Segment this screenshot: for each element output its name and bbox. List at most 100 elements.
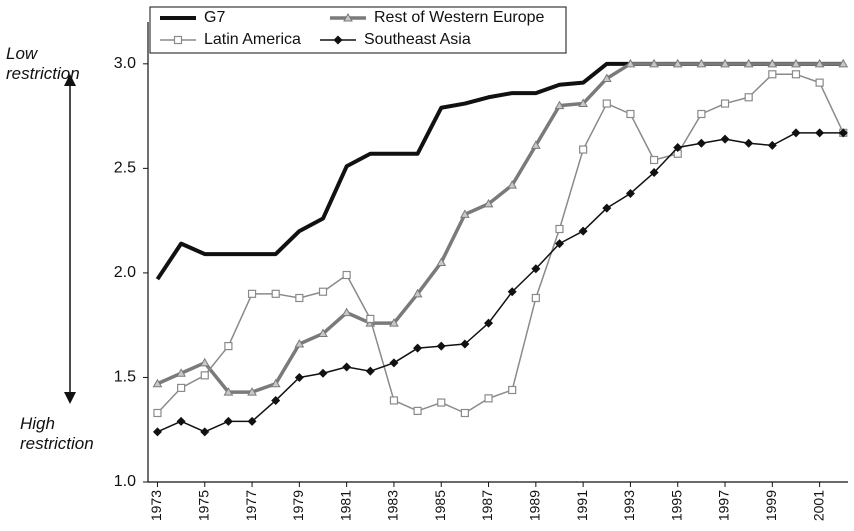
point [413, 343, 423, 353]
legend-label: G7 [204, 9, 225, 26]
point [389, 318, 399, 327]
series-line [155, 61, 844, 281]
point [625, 58, 636, 68]
y-tick-label: 2.5 [114, 160, 136, 177]
point [744, 93, 753, 102]
point [791, 58, 801, 68]
legend: G7 Rest of Western Europe Latin America Sou… [149, 6, 567, 54]
x-tick-label: 2001 [810, 490, 826, 521]
x-tick-label: 1983 [385, 490, 401, 521]
point [200, 427, 210, 437]
point [152, 378, 163, 388]
y-tick-label: 3.0 [114, 55, 136, 72]
point [342, 270, 351, 280]
point [271, 395, 281, 405]
point [412, 288, 423, 298]
point [153, 408, 162, 418]
x-tick-label: 1979 [290, 490, 306, 521]
legend-label: Rest of Western Europe [374, 9, 545, 26]
point [720, 58, 730, 68]
point [720, 99, 730, 108]
point [791, 70, 801, 79]
legend-label: Southeast Asia [364, 31, 471, 48]
point [223, 416, 233, 426]
point [508, 385, 517, 395]
point [626, 109, 635, 119]
point [318, 287, 328, 296]
point [530, 140, 541, 149]
x-tick-label: 1987 [479, 490, 495, 521]
point [554, 100, 565, 110]
legend-box [149, 6, 567, 54]
x-tick-label: 1973 [148, 490, 164, 521]
point [696, 58, 707, 68]
point [365, 366, 375, 376]
point [343, 12, 353, 22]
point [791, 128, 801, 138]
x-tick-label: 1989 [527, 490, 543, 521]
x-tick-label: 1997 [716, 490, 732, 521]
y-tick-label: 2.0 [114, 264, 136, 281]
point [507, 287, 517, 297]
point [176, 368, 186, 377]
point [555, 224, 564, 234]
x-tick-label: 1977 [243, 490, 259, 521]
x-tick-label: 1995 [668, 490, 684, 521]
point [460, 408, 469, 418]
point [389, 358, 399, 368]
series-line [156, 62, 844, 394]
point [223, 387, 234, 396]
point [484, 318, 494, 328]
point [673, 142, 683, 152]
point [271, 289, 280, 298]
point [333, 35, 343, 45]
point [696, 138, 706, 148]
x-tick-label: 1993 [621, 490, 637, 521]
point [744, 138, 754, 148]
point [602, 99, 611, 108]
point [743, 58, 754, 68]
point [601, 73, 612, 82]
x-tick-label: 1981 [337, 490, 353, 521]
point [815, 128, 825, 138]
point [531, 264, 541, 274]
point [294, 338, 305, 348]
point [224, 341, 233, 351]
x-tick-label: 1975 [195, 490, 211, 521]
point [247, 289, 257, 298]
point [578, 98, 588, 108]
point [389, 396, 399, 405]
series-line [156, 73, 844, 414]
point [270, 378, 281, 388]
point [413, 406, 422, 416]
point [295, 293, 304, 303]
point [814, 58, 825, 68]
point [247, 416, 257, 426]
x-tick-label: 1985 [432, 490, 448, 521]
point [173, 35, 183, 45]
point [484, 394, 493, 403]
point [318, 328, 328, 338]
point [460, 339, 470, 349]
point [341, 307, 352, 317]
point [436, 257, 447, 266]
point [720, 134, 730, 144]
point [247, 387, 257, 396]
point [838, 58, 849, 68]
point [767, 58, 778, 68]
y-tick-label: 1.0 [114, 473, 136, 490]
point [625, 188, 635, 198]
point [649, 58, 659, 68]
annotation: Low restriction [6, 44, 80, 83]
point [436, 341, 446, 351]
point [554, 239, 564, 249]
point [767, 140, 777, 150]
point [838, 128, 848, 138]
point [177, 383, 186, 393]
point [460, 209, 470, 218]
point [200, 371, 209, 380]
point [697, 109, 706, 119]
point [342, 362, 352, 372]
